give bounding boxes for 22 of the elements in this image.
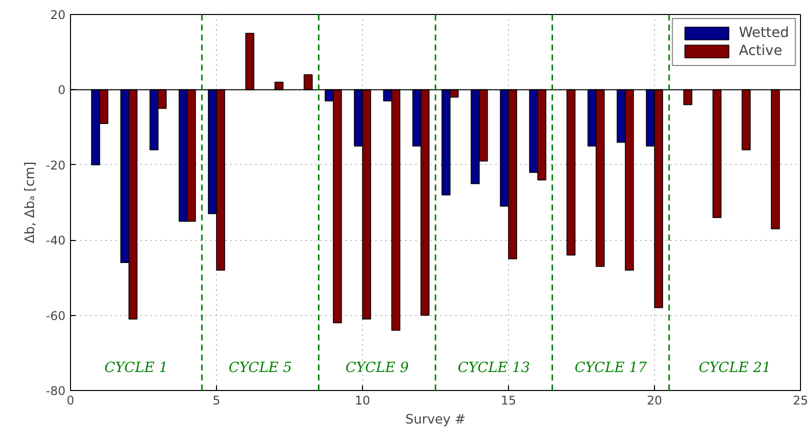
x-axis-title: Survey # bbox=[405, 412, 466, 428]
y-tick-label: -40 bbox=[46, 234, 66, 248]
x-tick-label: 15 bbox=[500, 394, 516, 408]
y-tick-label: 20 bbox=[50, 8, 66, 22]
y-tick-label: -80 bbox=[46, 384, 66, 398]
annotation: CYCLE 5 bbox=[228, 360, 292, 376]
y-tick-label: -60 bbox=[46, 308, 66, 323]
y-axis-title: Δb, Δbₐ [cm] bbox=[22, 162, 38, 244]
x-tick-label: 20 bbox=[646, 394, 662, 408]
x-tick-label: 25 bbox=[792, 394, 808, 408]
annotation: CYCLE 9 bbox=[345, 360, 409, 376]
annotation: CYCLE 13 bbox=[458, 360, 530, 376]
y-tick-label: -20 bbox=[46, 158, 66, 172]
y-tick-label: 0 bbox=[58, 83, 66, 98]
annotation: CYCLE 21 bbox=[698, 360, 771, 376]
x-tick-label: 10 bbox=[354, 394, 370, 408]
annotation: CYCLE 17 bbox=[574, 360, 647, 376]
legend-label: Active bbox=[738, 43, 782, 59]
legend-label: Wetted bbox=[738, 25, 789, 41]
x-tick-label: 5 bbox=[212, 394, 220, 408]
x-tick-label: 0 bbox=[66, 394, 74, 408]
annotation: CYCLE 1 bbox=[104, 360, 168, 376]
